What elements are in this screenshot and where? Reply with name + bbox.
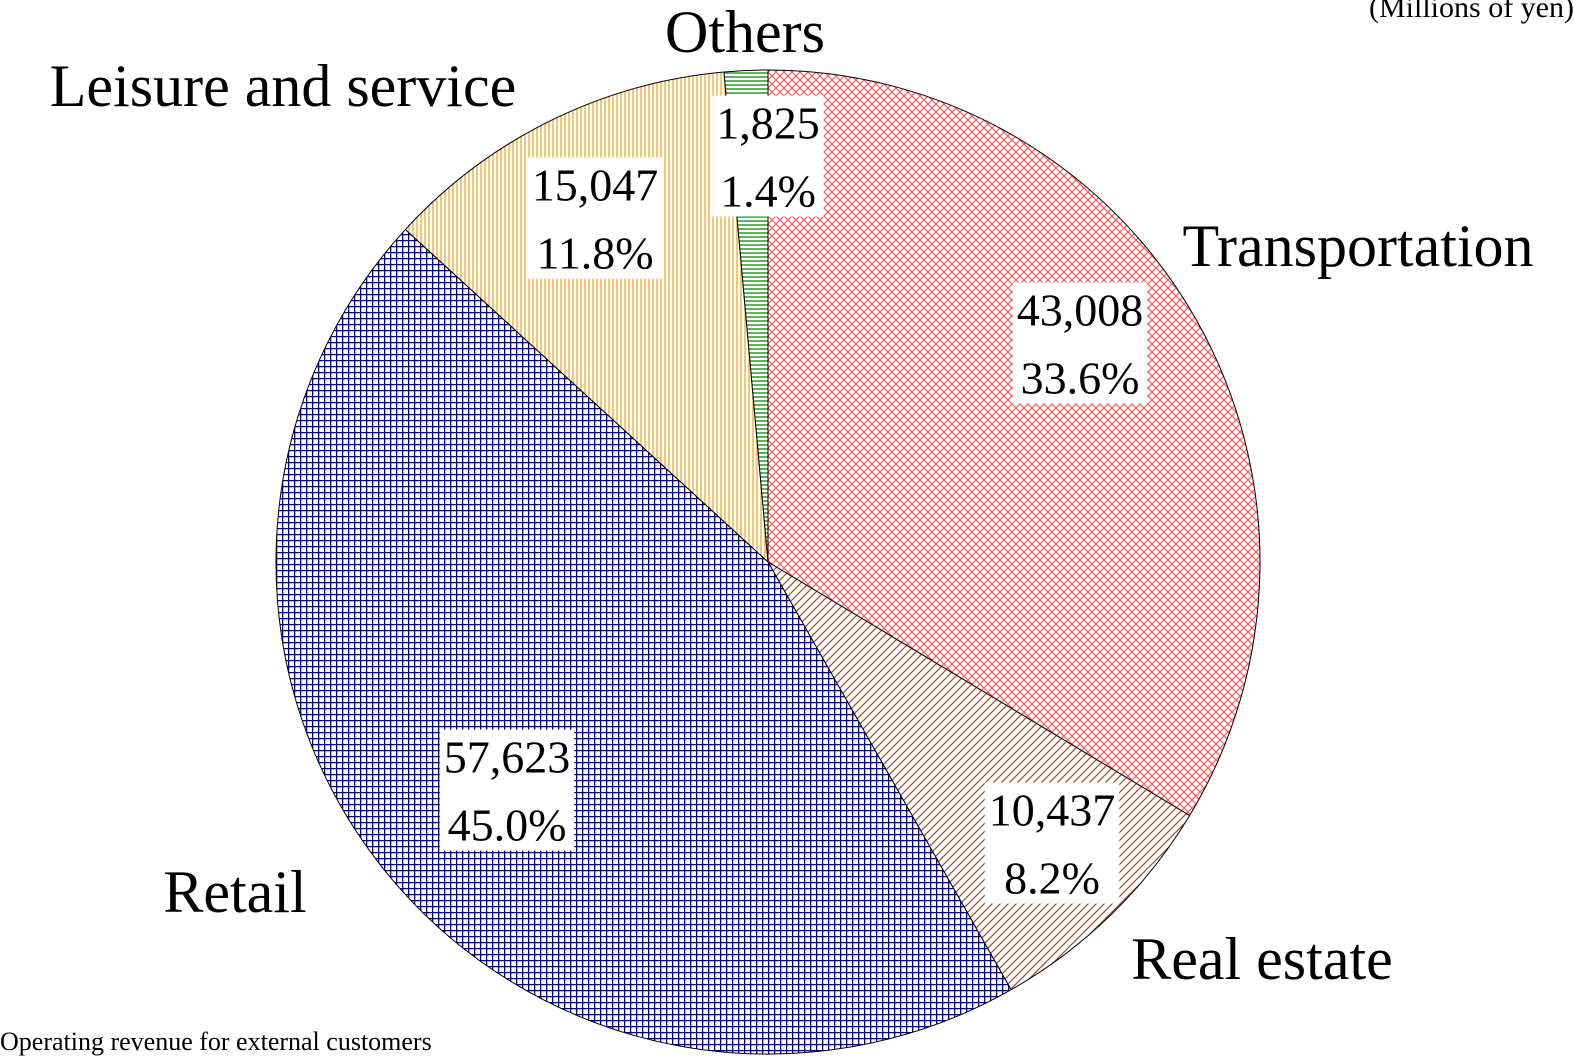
footnote: Operating revenue for external customers [0,1027,432,1056]
category-label: Transportation [1182,213,1533,279]
label-box [1012,282,1148,404]
value-label: 1,825 [716,98,820,149]
percent-label: 45.0% [448,800,567,851]
percent-label: 11.8% [536,228,653,279]
percent-label: 8.2% [1004,853,1100,904]
value-label: 57,623 [444,732,571,783]
pie-slice [404,71,769,564]
value-label: 10,437 [989,785,1116,836]
category-label: Others [665,0,825,65]
label-box [984,782,1120,904]
unit-note: (Millions of yen) [1369,0,1574,24]
category-label: Retail [163,859,306,925]
percent-label: 33.6% [1021,353,1140,404]
value-label: 15,047 [532,160,659,211]
category-label: Real estate [1131,926,1393,992]
percent-label: 1.4% [720,166,816,217]
label-box [439,729,575,851]
pie-slice [767,69,1261,817]
category-label: Leisure and service [50,53,516,119]
label-box [712,95,824,217]
value-label: 43,008 [1017,285,1144,336]
label-box [527,157,663,279]
